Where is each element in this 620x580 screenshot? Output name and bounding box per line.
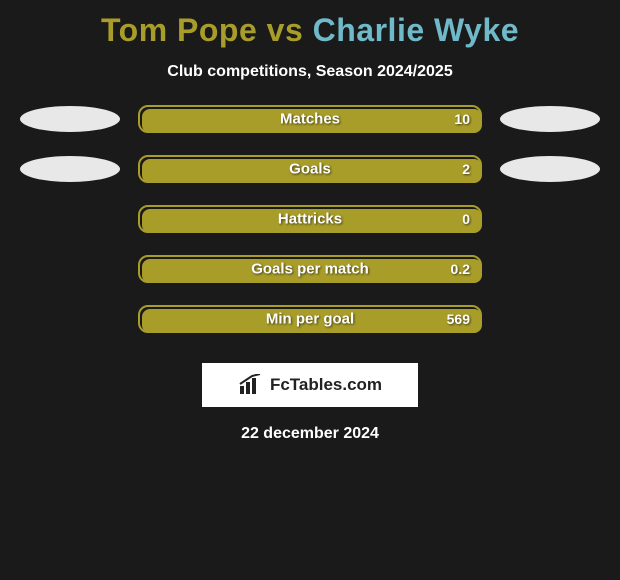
stat-label: Hattricks [278, 211, 342, 228]
stat-bar: Min per goal 569 [138, 305, 482, 333]
stat-bar: Goals 2 [138, 155, 482, 183]
brand-text: FcTables.com [270, 375, 382, 395]
stat-value: 0 [462, 211, 470, 227]
stat-value: 569 [447, 311, 470, 327]
stat-value: 2 [462, 161, 470, 177]
player2-marker [500, 156, 600, 182]
brand-logo: FcTables.com [202, 363, 418, 407]
player2-marker [500, 106, 600, 132]
stat-row: Hattricks 0 [0, 205, 620, 233]
stat-row: Matches 10 [0, 105, 620, 133]
page-title: Tom Pope vs Charlie Wyke [0, 8, 620, 57]
player1-marker [20, 156, 120, 182]
subtitle: Club competitions, Season 2024/2025 [0, 57, 620, 105]
stat-label: Goals per match [251, 261, 369, 278]
stat-value: 10 [454, 111, 470, 127]
chart-icon [238, 374, 264, 396]
stat-label: Min per goal [266, 311, 354, 328]
stat-bar: Matches 10 [138, 105, 482, 133]
stats-rows: Matches 10 Goals 2 Hattricks 0 Goals per match… [0, 105, 620, 333]
player1-name: Tom Pope [101, 12, 257, 48]
stat-row: Goals per match 0.2 [0, 255, 620, 283]
title-vs: vs [257, 12, 312, 48]
stat-label: Goals [289, 161, 331, 178]
stat-bar: Goals per match 0.2 [138, 255, 482, 283]
stat-row: Goals 2 [0, 155, 620, 183]
comparison-card: Tom Pope vs Charlie Wyke Club competitio… [0, 0, 620, 443]
player1-marker [20, 106, 120, 132]
player2-name: Charlie Wyke [313, 12, 519, 48]
stat-row: Min per goal 569 [0, 305, 620, 333]
footer-date: 22 december 2024 [0, 407, 620, 443]
stat-label: Matches [280, 111, 340, 128]
stat-bar: Hattricks 0 [138, 205, 482, 233]
stat-value: 0.2 [451, 261, 470, 277]
